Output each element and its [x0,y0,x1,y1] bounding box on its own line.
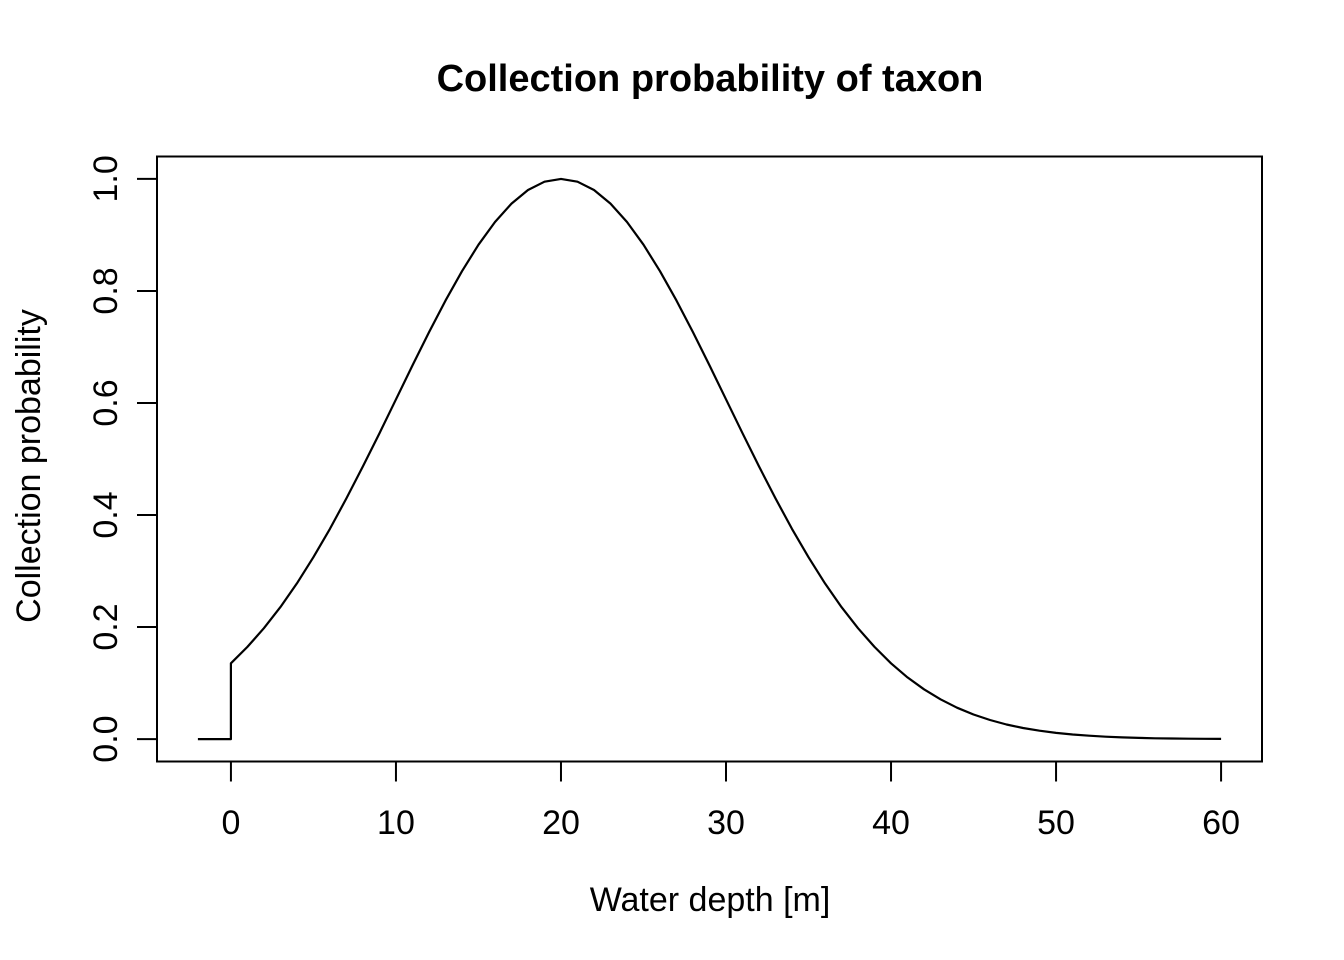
y-axis-ticks: 0.0 0.2 0.4 0.6 0.8 1.0 [87,155,157,763]
y-tick-label: 0.0 [87,715,125,762]
x-tick-label: 20 [542,804,580,842]
x-tick-label: 30 [707,804,745,842]
x-tick-label: 10 [377,804,415,842]
x-tick-label: 40 [872,804,910,842]
chart-title: Collection probability of taxon [437,58,984,100]
x-tick-label: 50 [1037,804,1075,842]
y-tick-label: 0.8 [87,267,125,314]
y-tick-label: 0.4 [87,491,125,538]
x-axis-ticks: 0 10 20 30 40 50 60 [221,761,1240,842]
x-axis-label: Water depth [m] [590,881,831,919]
x-tick-label: 60 [1202,804,1240,842]
x-tick-label: 0 [221,804,240,842]
y-tick-label: 1.0 [87,155,125,202]
y-tick-label: 0.6 [87,379,125,426]
y-tick-label: 0.2 [87,603,125,650]
probability-curve [197,177,1222,741]
y-axis-label: Collection probability [10,309,48,623]
plot-box [156,155,1263,763]
